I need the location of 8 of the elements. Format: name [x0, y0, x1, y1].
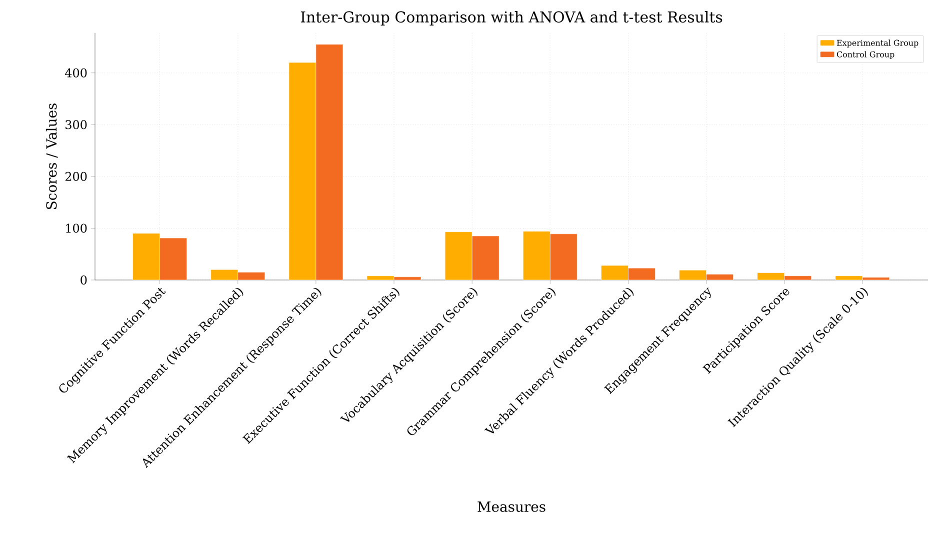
y-tick-label: 400 [65, 68, 87, 78]
y-tick-label: 200 [65, 172, 87, 181]
x-axis-title: Measures [478, 502, 546, 512]
y-axis-title: Scores / Values [46, 104, 58, 210]
y-tick-label: 100 [66, 224, 87, 233]
y-tick-label: 0 [80, 275, 87, 285]
y-tick-label: 300 [66, 120, 87, 130]
chart-title: Inter-Group Comparison with ANOVA and t-test Results [300, 11, 722, 26]
